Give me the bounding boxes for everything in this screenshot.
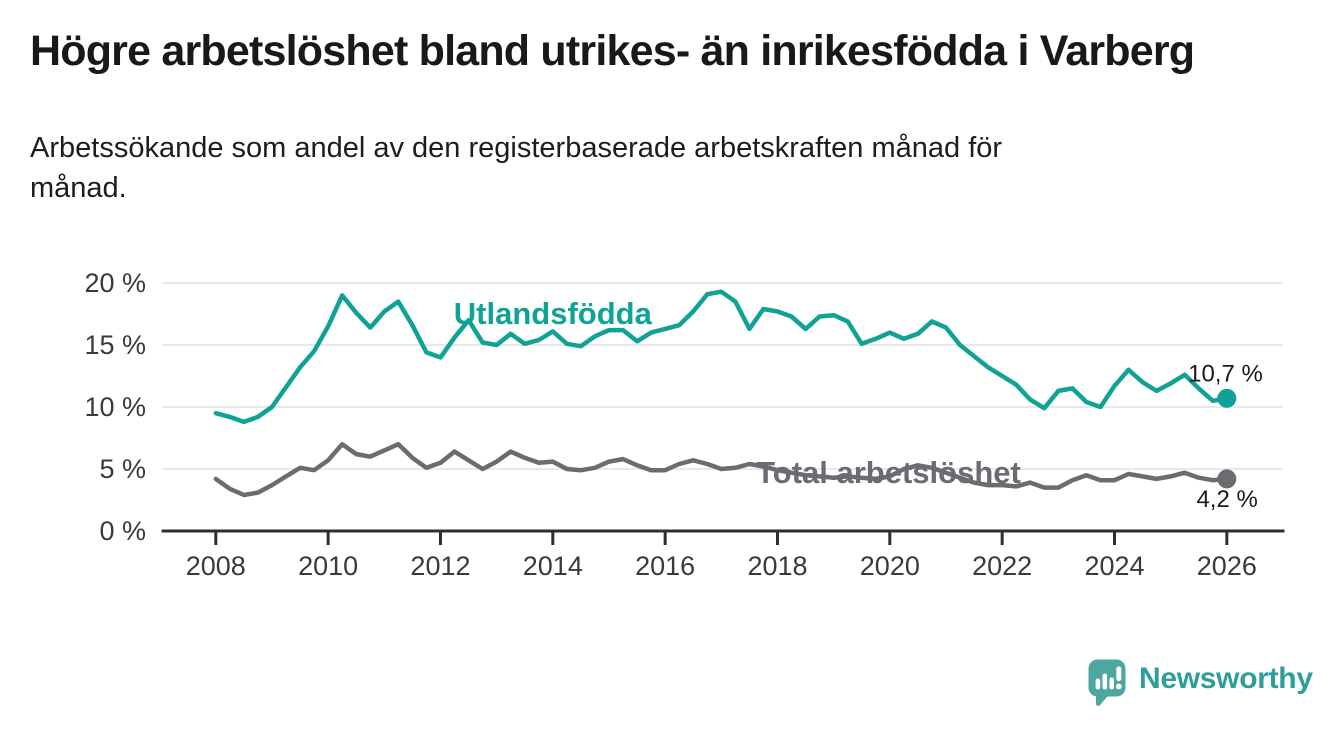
series-end-value-label: 4,2 % [1196,486,1257,513]
x-axis-label: 2024 [1084,551,1144,581]
series-line [213,289,1230,425]
chart-subtitle-line-1: Arbetssökande som andel av den registerb… [30,132,1003,164]
brand-name: Newsworthy [1139,662,1313,695]
x-axis-label: 2018 [747,551,807,581]
series-end-dot [1217,469,1237,489]
x-axis-label: 2026 [1197,551,1257,581]
logo-bar-3 [1109,677,1114,690]
y-axis-label: 15 % [84,330,146,360]
logo-bar-1 [1095,678,1101,690]
y-axis-label: 5 % [99,454,146,484]
x-axis-label: 2010 [298,551,358,581]
series-name-label: Utlandsfödda [454,296,653,331]
brand-footer: Newsworthy [1088,659,1313,709]
y-axis-labels: 20 % 15 % 10 % 5 % 0 % [84,268,146,546]
gridlines [163,282,1283,470]
x-axis-label: 2016 [635,551,695,581]
series-total-arbetsloshet: Total arbetslöshet 4,2 % [213,441,1258,513]
logo-bar-2 [1102,673,1108,690]
x-axis-labels: 2008 2010 2012 2014 2016 2018 2020 2022 2024 2026 [186,551,1257,581]
y-axis-label: 10 % [84,392,146,422]
x-axis-label: 2022 [972,551,1032,581]
series-line [213,441,1230,498]
logo-exclamation-bar [1116,666,1122,682]
speech-bubble-tail [1096,694,1110,707]
y-axis-label: 0 % [99,516,146,546]
series-utlandsfodda: Utlandsfödda 10,7 % [213,289,1263,425]
y-axis-label: 20 % [84,268,146,298]
x-axis [161,529,1285,545]
series-end-dot [1217,388,1237,408]
logo-exclamation-dot [1115,683,1122,690]
series-name-label: Total arbetslöshet [756,455,1021,490]
chart-title: Högre arbetslöshet bland utrikes- än inr… [30,27,1195,75]
x-axis-label: 2012 [410,551,470,581]
x-axis-label: 2020 [860,551,920,581]
x-axis-label: 2008 [186,551,246,581]
newsworthy-logo-icon [1088,659,1126,707]
chart-subtitle: Arbetssökande som andel av den registerb… [30,128,1270,208]
chart-subtitle-line-2: månad. [30,172,127,204]
x-axis-label: 2014 [523,551,583,581]
series-end-value-label: 10,7 % [1188,360,1263,387]
